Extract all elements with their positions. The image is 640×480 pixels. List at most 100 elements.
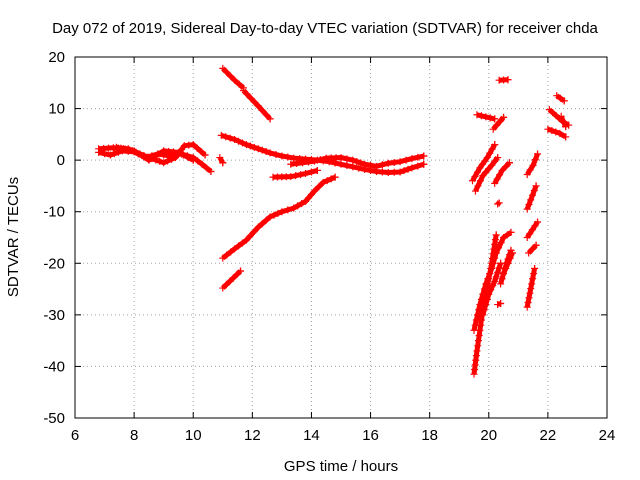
data-point-marker — [494, 154, 502, 162]
data-point-marker — [485, 290, 493, 298]
data-point-marker — [471, 321, 479, 329]
data-point-marker — [287, 173, 295, 181]
data-point-marker — [526, 289, 534, 297]
data-point-marker — [251, 98, 259, 106]
data-point-marker — [203, 164, 211, 172]
data-point-marker — [130, 147, 138, 155]
data-point-marker — [396, 168, 404, 176]
data-point-marker — [469, 177, 477, 185]
data-point-marker — [500, 270, 508, 278]
data-point-marker — [482, 113, 490, 121]
data-point-marker — [278, 152, 286, 160]
data-point-marker — [227, 248, 235, 256]
y-axis-label: SDTVAR / TECUs — [5, 177, 22, 297]
y-tick-label: 0 — [57, 152, 65, 169]
data-point-marker — [528, 280, 536, 288]
data-series — [95, 64, 573, 378]
series-arc-9 — [239, 87, 274, 123]
data-point-marker — [560, 97, 568, 105]
data-point-marker — [299, 159, 307, 167]
data-point-marker — [496, 117, 504, 125]
x-tick-label: 16 — [362, 427, 379, 444]
data-point-marker — [498, 166, 506, 174]
data-point-marker — [174, 148, 182, 156]
data-point-marker — [479, 311, 487, 319]
data-point-marker — [492, 231, 500, 239]
data-point-marker — [480, 306, 488, 314]
data-point-marker — [486, 114, 494, 122]
data-point-marker — [559, 117, 567, 125]
data-point-marker — [247, 94, 255, 102]
x-tick-label: 8 — [130, 427, 138, 444]
series-arc-14 — [473, 111, 499, 123]
data-point-marker — [168, 155, 176, 163]
data-point-marker — [250, 227, 258, 235]
data-point-marker — [219, 64, 227, 72]
series-arc-17 — [491, 159, 513, 187]
data-point-marker — [523, 171, 531, 179]
data-point-marker — [497, 239, 505, 247]
axis-ticks: 6 8 10 12 14 16 18 20 22 24 -50 -40 -30 -20 -10 0 10 20 — [43, 49, 615, 444]
data-point-marker — [189, 141, 197, 149]
data-point-marker — [507, 228, 515, 236]
data-point-marker — [528, 226, 536, 234]
data-point-marker — [502, 264, 510, 272]
data-point-marker — [529, 191, 537, 199]
data-point-marker — [552, 128, 560, 136]
x-tick-label: 12 — [244, 427, 261, 444]
data-point-marker — [503, 231, 511, 239]
data-point-marker — [491, 254, 499, 262]
data-point-marker — [219, 254, 227, 262]
data-point-marker — [278, 208, 286, 216]
data-point-marker — [254, 223, 262, 231]
data-point-marker — [505, 159, 513, 167]
data-point-marker — [548, 127, 556, 135]
data-point-marker — [544, 125, 552, 133]
data-point-marker — [534, 218, 542, 226]
data-point-marker — [294, 202, 302, 210]
data-point-marker — [343, 162, 351, 170]
data-point-marker — [471, 172, 479, 180]
series-arc-21 — [523, 264, 539, 311]
series-line — [221, 269, 243, 290]
data-point-marker — [155, 150, 163, 158]
data-point-marker — [297, 171, 305, 179]
series-arc-30 — [494, 300, 505, 309]
data-point-marker — [408, 164, 416, 172]
data-point-marker — [414, 153, 422, 161]
series-arc-13 — [471, 154, 502, 195]
data-point-marker — [471, 187, 479, 195]
data-point-marker — [527, 285, 535, 293]
data-point-marker — [494, 301, 502, 309]
data-point-marker — [491, 141, 499, 149]
data-point-marker — [219, 159, 227, 167]
data-point-marker — [378, 168, 386, 176]
data-point-marker — [488, 161, 496, 169]
data-point-marker — [486, 270, 494, 278]
data-point-marker — [372, 162, 380, 170]
data-point-marker — [523, 303, 531, 311]
data-point-marker — [222, 133, 230, 141]
data-point-marker — [201, 151, 209, 159]
data-point-marker — [552, 112, 560, 120]
data-point-marker — [110, 150, 118, 158]
data-point-marker — [270, 211, 278, 219]
data-point-marker — [530, 270, 538, 278]
data-point-marker — [494, 200, 502, 208]
data-point-marker — [529, 161, 537, 169]
data-point-marker — [497, 259, 505, 267]
data-point-marker — [233, 270, 241, 278]
data-point-marker — [502, 163, 510, 171]
series-arc-8 — [219, 64, 247, 92]
data-point-marker — [556, 129, 564, 137]
y-tick-label: -40 — [43, 358, 65, 375]
data-point-marker — [482, 280, 490, 288]
data-point-marker — [482, 168, 490, 176]
data-point-marker — [491, 240, 499, 248]
data-point-marker — [262, 148, 270, 156]
data-point-marker — [272, 150, 280, 158]
data-point-marker — [307, 168, 315, 176]
data-point-marker — [231, 76, 239, 84]
data-point-marker — [222, 281, 230, 289]
